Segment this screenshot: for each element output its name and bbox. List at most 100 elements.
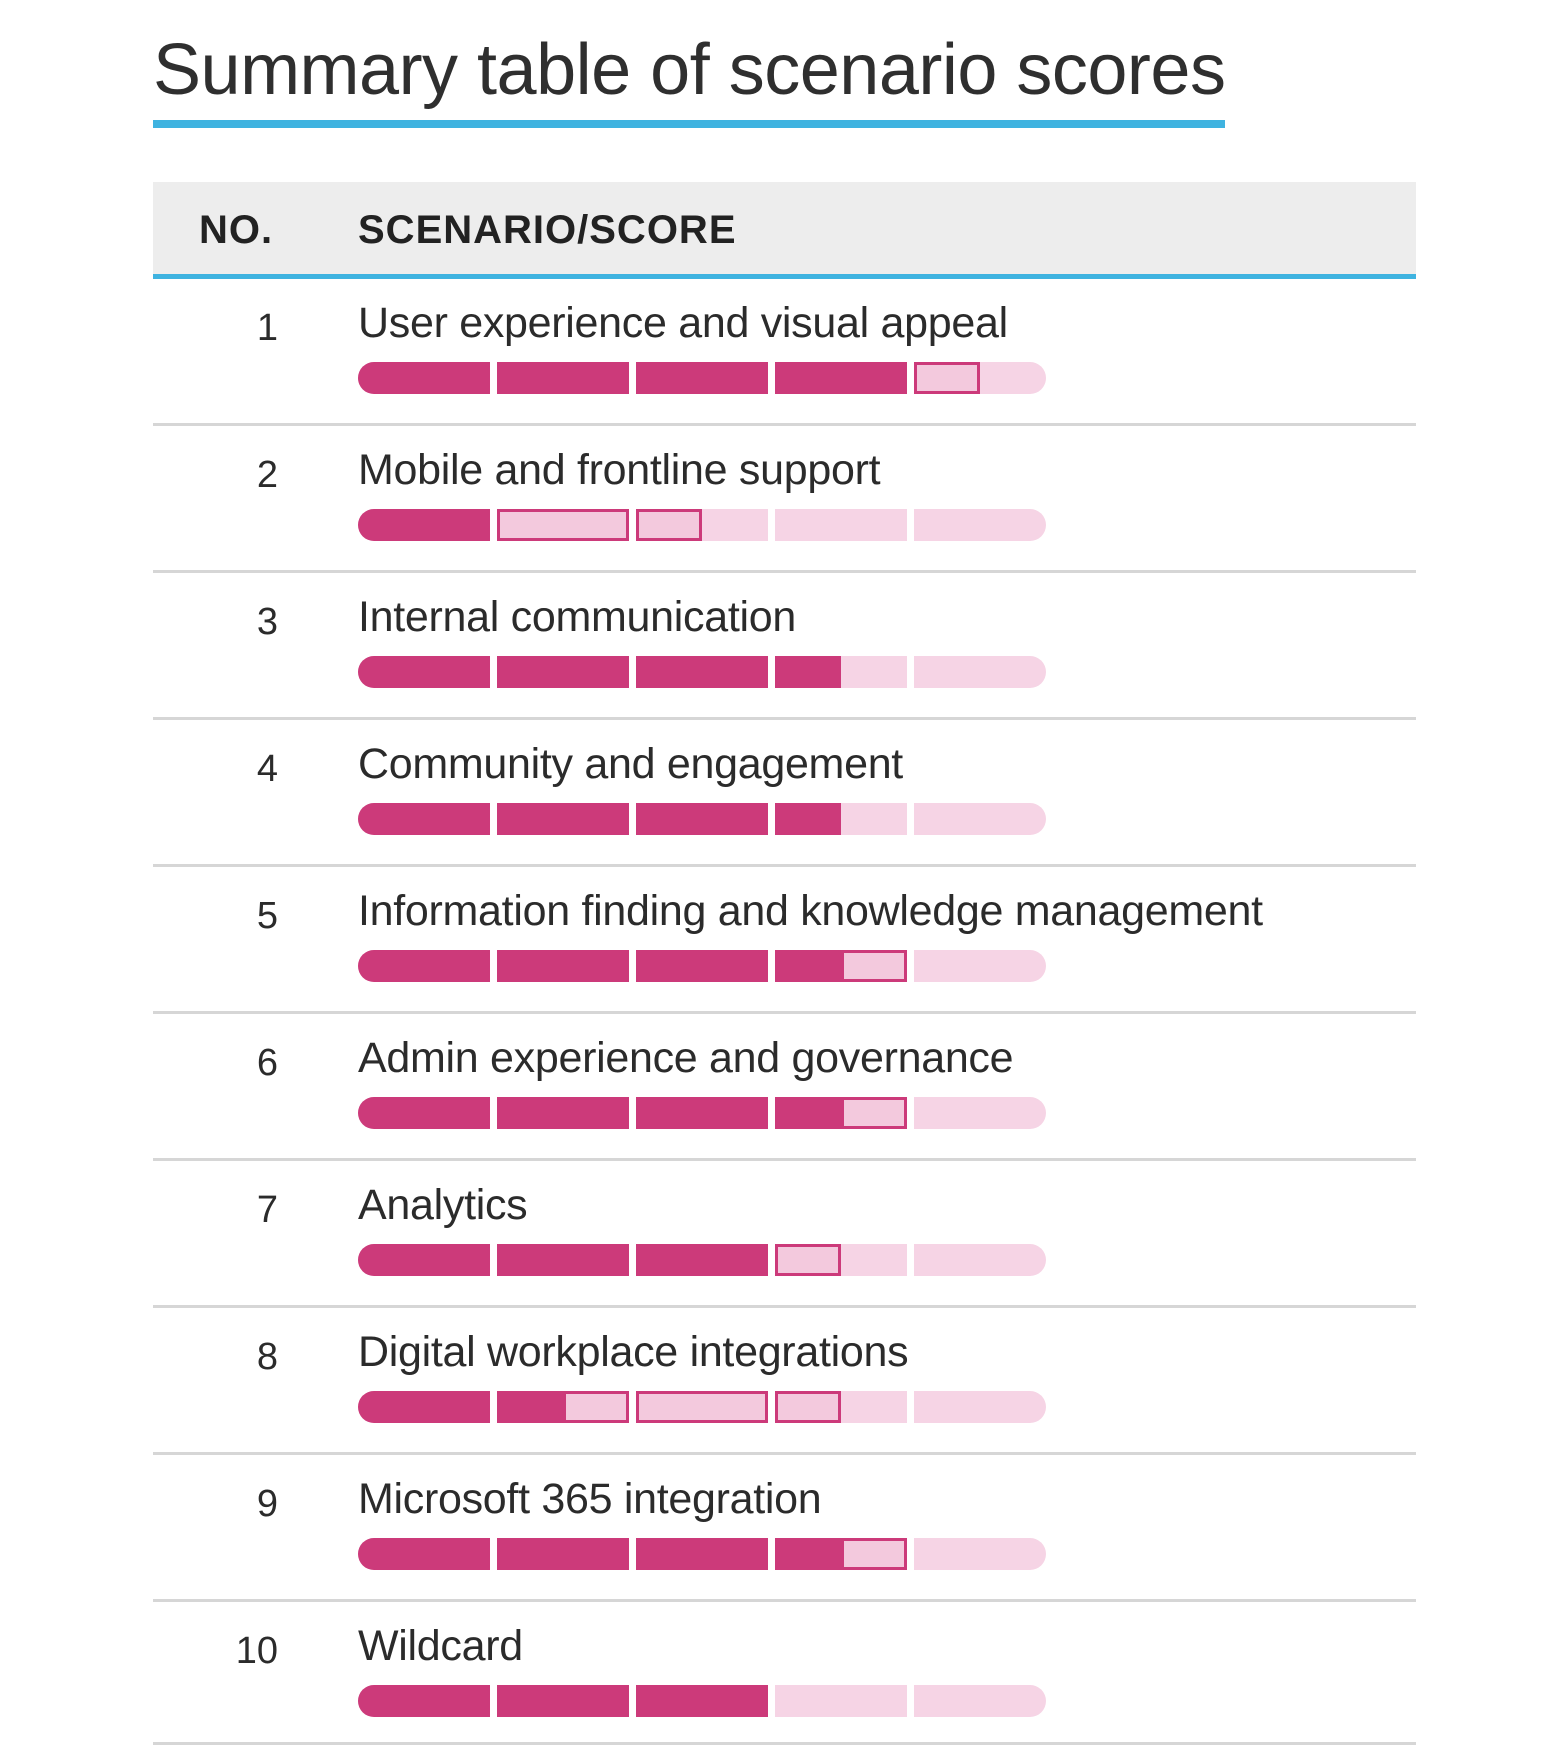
score-unit-filled — [358, 1685, 490, 1717]
score-unit-partial — [775, 1244, 841, 1276]
score-unit-filled — [358, 1538, 490, 1570]
score-unit-filled — [358, 362, 490, 394]
score-unit-filled — [497, 1685, 629, 1717]
scenario-label: User experience and visual appeal — [358, 299, 1008, 347]
scenario-label: Mobile and frontline support — [358, 446, 881, 494]
score-unit-filled — [497, 1391, 563, 1423]
row-number: 1 — [256, 307, 278, 349]
score-unit-filled — [636, 950, 768, 982]
score-unit-filled — [775, 656, 841, 688]
score-unit-filled — [497, 1538, 629, 1570]
score-unit-empty — [775, 509, 907, 541]
score-unit-partial — [841, 950, 907, 982]
score-unit-empty — [914, 803, 1046, 835]
row-number: 7 — [256, 1189, 278, 1231]
score-unit-partial — [636, 509, 702, 541]
score-bar — [358, 1538, 1046, 1570]
score-bar — [358, 1097, 1046, 1129]
table-row: 7 Analytics — [153, 1161, 1416, 1308]
score-bar — [358, 362, 1046, 394]
score-unit-filled — [497, 803, 629, 835]
scenario-label: Information finding and knowledge manage… — [358, 887, 1263, 935]
score-unit-filled — [497, 1097, 629, 1129]
score-unit-filled — [775, 362, 907, 394]
row-number: 4 — [256, 748, 278, 790]
score-bar — [358, 1685, 1046, 1717]
score-bar — [358, 509, 1046, 541]
score-unit-empty — [914, 1538, 1046, 1570]
score-unit-empty — [914, 1097, 1046, 1129]
score-unit-partial — [841, 1538, 907, 1570]
scenario-label: Digital workplace integrations — [358, 1328, 909, 1376]
header-no: NO. — [199, 208, 274, 252]
score-unit-filled — [358, 803, 490, 835]
scenario-label: Analytics — [358, 1181, 528, 1229]
score-unit-filled — [497, 362, 629, 394]
table-body: 1 User experience and visual appeal 2 Mobil… — [153, 279, 1416, 1745]
table-row: 5 Information finding and knowledge manag… — [153, 867, 1416, 1014]
score-unit-empty — [775, 1685, 907, 1717]
score-unit-filled — [636, 1244, 768, 1276]
score-unit-filled — [497, 950, 629, 982]
table-row: 10 Wildcard — [153, 1602, 1416, 1745]
score-unit-filled — [358, 1097, 490, 1129]
score-unit-empty — [914, 1244, 1046, 1276]
score-unit-filled — [358, 1391, 490, 1423]
score-unit-partial — [914, 362, 980, 394]
score-unit-partial — [841, 1097, 907, 1129]
row-number: 2 — [256, 454, 278, 496]
score-unit-filled — [358, 950, 490, 982]
score-bar — [358, 803, 1046, 835]
score-bar — [358, 1244, 1046, 1276]
score-unit-filled — [636, 1538, 768, 1570]
score-bar — [358, 1391, 1046, 1423]
row-number: 10 — [235, 1630, 278, 1672]
score-unit-partial — [497, 509, 629, 541]
header-scenario: SCENARIO/SCORE — [358, 208, 737, 252]
score-unit-filled — [636, 1097, 768, 1129]
score-unit-filled — [497, 1244, 629, 1276]
score-unit-empty — [914, 1685, 1046, 1717]
scenario-label: Internal communication — [358, 593, 796, 641]
score-unit-filled — [636, 1685, 768, 1717]
score-bar — [358, 950, 1046, 982]
table-row: 6 Admin experience and governance — [153, 1014, 1416, 1161]
row-number: 3 — [256, 601, 278, 643]
score-unit-filled — [358, 656, 490, 688]
table-row: 4 Community and engagement — [153, 720, 1416, 867]
score-unit-filled — [775, 1538, 841, 1570]
score-unit-filled — [775, 1097, 841, 1129]
score-unit-filled — [636, 362, 768, 394]
row-number: 6 — [256, 1042, 278, 1084]
score-unit-empty — [914, 1391, 1046, 1423]
page-title: Summary table of scenario scores — [153, 26, 1226, 128]
score-unit-partial — [636, 1391, 768, 1423]
row-number: 9 — [256, 1483, 278, 1525]
table-row: 1 User experience and visual appeal — [153, 279, 1416, 426]
scenario-label: Wildcard — [358, 1622, 523, 1670]
score-unit-filled — [358, 1244, 490, 1276]
row-number: 8 — [256, 1336, 278, 1378]
score-unit-empty — [914, 656, 1046, 688]
table-header: NO. SCENARIO/SCORE — [153, 182, 1416, 279]
table-row: 3 Internal communication — [153, 573, 1416, 720]
score-unit-filled — [636, 803, 768, 835]
page-title-wrap: Summary table of scenario scores — [153, 26, 1226, 128]
table-row: 9 Microsoft 365 integration — [153, 1455, 1416, 1602]
scores-table: NO. SCENARIO/SCORE 1 User experience and … — [153, 182, 1416, 1745]
score-unit-empty — [914, 509, 1046, 541]
scenario-label: Microsoft 365 integration — [358, 1475, 822, 1523]
score-unit-empty — [914, 950, 1046, 982]
scenario-label: Community and engagement — [358, 740, 903, 788]
score-unit-filled — [636, 656, 768, 688]
scenario-label: Admin experience and governance — [358, 1034, 1014, 1082]
score-unit-partial — [563, 1391, 629, 1423]
score-unit-filled — [358, 509, 490, 541]
score-unit-partial — [775, 1391, 841, 1423]
score-bar — [358, 656, 1046, 688]
row-number: 5 — [256, 895, 278, 937]
score-unit-filled — [775, 803, 841, 835]
table-row: 8 Digital workplace integrations — [153, 1308, 1416, 1455]
table-row: 2 Mobile and frontline support — [153, 426, 1416, 573]
score-unit-filled — [775, 950, 841, 982]
